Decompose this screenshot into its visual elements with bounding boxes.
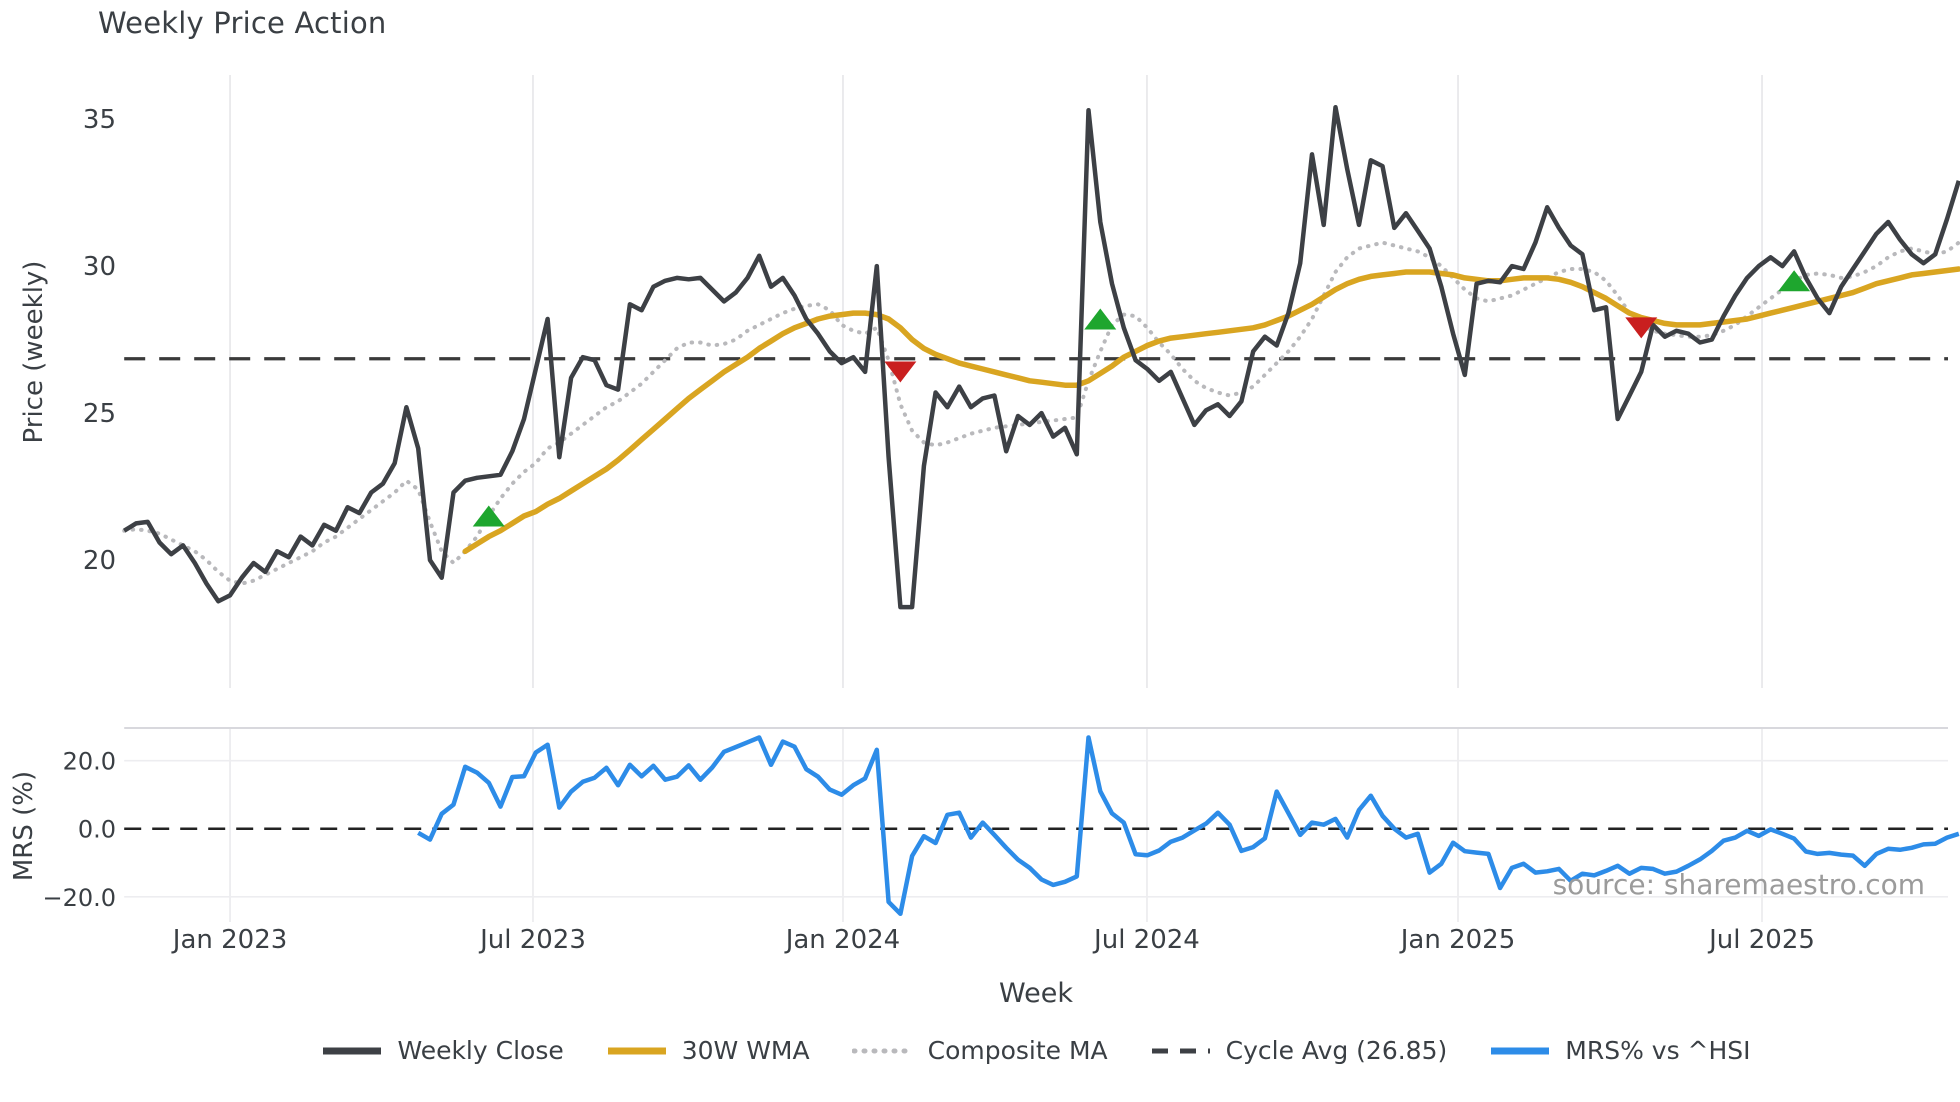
buy-signal-triangle — [1084, 308, 1117, 330]
legend-label: 30W WMA — [681, 1036, 810, 1065]
x-tick-label: Jul 2024 — [1092, 925, 1200, 955]
price-tick-label: 30 — [83, 252, 116, 282]
legend-label: Cycle Avg (26.85) — [1225, 1036, 1448, 1065]
weekly-close-line — [123, 105, 1960, 610]
legend-swatch-solid-icon — [323, 1047, 382, 1054]
chart-legend: Weekly Close 30W WMA Composite MA Cycle Avg… — [124, 1036, 1948, 1065]
mrs-tick-label: 20.0 — [63, 748, 116, 776]
sell-signal-triangle — [884, 361, 917, 383]
legend-item-composite-ma: Composite MA — [851, 1036, 1108, 1065]
legend-swatch-solid-icon — [1491, 1047, 1550, 1054]
x-tick-label: Jul 2023 — [478, 925, 586, 955]
legend-label: MRS% vs ^HSI — [1565, 1036, 1751, 1065]
source-watermark: source: sharemaestro.com — [1552, 868, 1925, 901]
legend-label: Composite MA — [927, 1036, 1108, 1065]
x-axis-tick-labels: Jan 2023 Jul 2023 Jan 2024 Jul 2024 Jan 2025… — [171, 925, 1815, 955]
price-tick-label: 20 — [83, 546, 116, 576]
legend-item-cycle-avg-26-85: Cycle Avg (26.85) — [1150, 1036, 1448, 1065]
legend-item-mrs-vs-hsi: MRS% vs ^HSI — [1489, 1036, 1751, 1065]
legend-swatch-dashed-icon — [1151, 1048, 1210, 1053]
chart-title: Weekly Price Action — [98, 6, 387, 40]
price-tick-label: 25 — [83, 399, 116, 429]
mrs-line — [417, 735, 1960, 917]
x-tick-label: Jan 2023 — [171, 925, 288, 955]
buy-signal-triangle — [1778, 270, 1811, 292]
price-axis-title: Price (weekly) — [19, 261, 49, 444]
legend-item-30w-wma: 30W WMA — [606, 1036, 810, 1065]
signal-markers — [472, 270, 1811, 527]
x-tick-label: Jan 2024 — [784, 925, 901, 955]
mrs-tick-label: 0.0 — [78, 816, 116, 844]
mrs-axis-title: MRS (%) — [9, 771, 39, 881]
x-tick-label: Jan 2025 — [1399, 925, 1516, 955]
legend-swatch-dotted-icon — [851, 1048, 914, 1053]
wma-30w-line — [462, 266, 1960, 555]
panel-frame — [124, 727, 1948, 898]
mrs-tick-label: −20.0 — [42, 884, 116, 912]
vertical-gridlines — [229, 75, 1763, 922]
price-tick-label: 35 — [83, 105, 116, 135]
legend-label: Weekly Close — [397, 1036, 564, 1065]
sell-signal-triangle — [1625, 317, 1658, 339]
x-tick-label: Jul 2025 — [1707, 925, 1815, 955]
legend-item-weekly-close: Weekly Close — [321, 1036, 564, 1065]
mrs-axis-tick-labels: 20.0 0.0 −20.0 — [42, 748, 116, 912]
legend-swatch-solid-icon — [607, 1047, 666, 1054]
x-axis-title: Week — [999, 978, 1073, 1009]
buy-signal-triangle — [472, 505, 505, 527]
price-axis-tick-labels: 20 25 30 35 — [83, 105, 116, 576]
